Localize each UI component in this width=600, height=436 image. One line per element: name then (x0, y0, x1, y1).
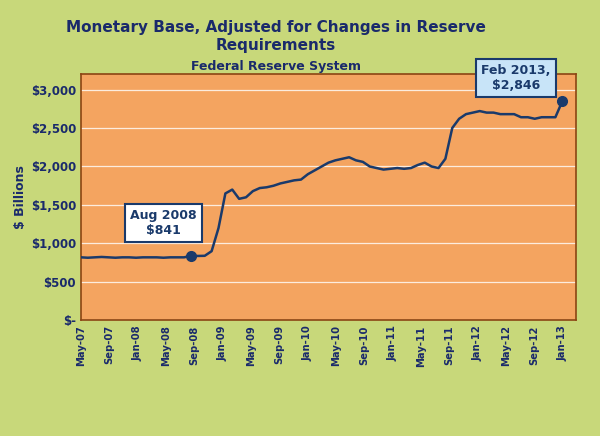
Text: Feb 2013,
$2,846: Feb 2013, $2,846 (481, 65, 551, 92)
Text: Federal Reserve System: Federal Reserve System (191, 60, 361, 73)
Y-axis label: $ Billions: $ Billions (14, 165, 26, 229)
Text: Aug 2008
$841: Aug 2008 $841 (130, 209, 197, 237)
Text: Monetary Base, Adjusted for Changes in Reserve
Requirements: Monetary Base, Adjusted for Changes in R… (66, 20, 486, 53)
